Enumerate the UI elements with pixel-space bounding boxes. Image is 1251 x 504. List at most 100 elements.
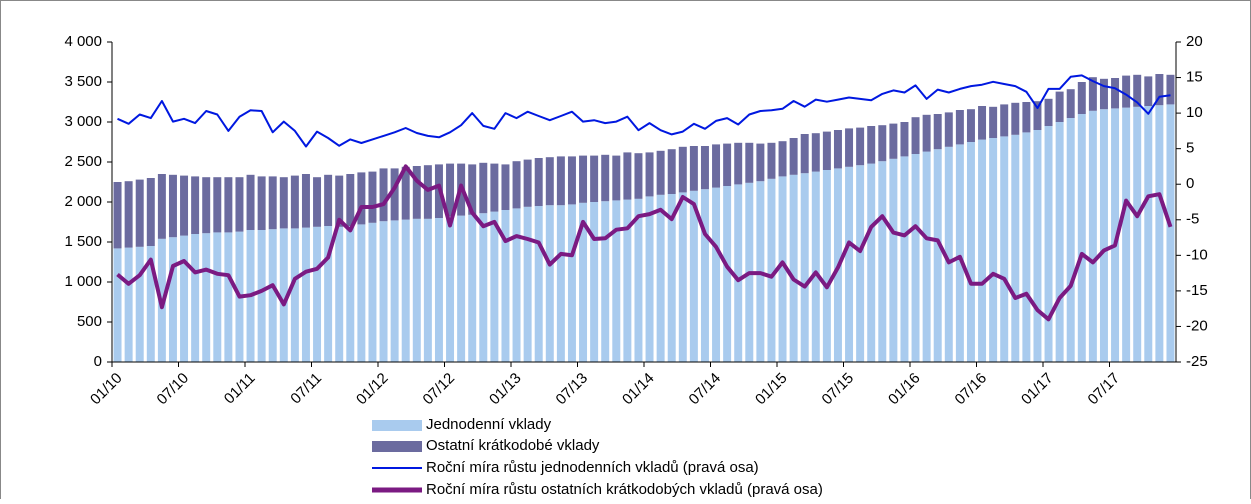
bar xyxy=(1066,89,1075,118)
y-tick-label: 2 500 xyxy=(64,153,102,170)
bar xyxy=(168,174,177,238)
bar xyxy=(856,165,865,362)
legend-swatch xyxy=(372,441,422,452)
bar xyxy=(379,168,388,222)
bar xyxy=(1077,114,1086,362)
bar xyxy=(745,142,754,183)
y2-tick-label: -5 xyxy=(1186,211,1199,228)
x-tick-label: 01/10 xyxy=(87,370,126,409)
bar xyxy=(146,246,155,362)
bar xyxy=(534,158,543,206)
bar xyxy=(689,190,698,362)
bar xyxy=(1166,74,1175,105)
bar xyxy=(501,210,510,362)
bar xyxy=(734,184,743,362)
bar xyxy=(856,127,865,166)
bar xyxy=(213,232,222,362)
bar xyxy=(1022,132,1031,362)
bar xyxy=(268,176,277,230)
y2-tick-label: -10 xyxy=(1186,246,1208,263)
bar xyxy=(1033,130,1042,362)
bar xyxy=(301,174,310,228)
bar xyxy=(656,150,665,195)
bar xyxy=(556,205,565,362)
bar xyxy=(257,230,266,362)
bar xyxy=(978,106,987,140)
bar xyxy=(1055,91,1064,122)
bar xyxy=(922,151,931,362)
bar xyxy=(224,177,233,233)
bar xyxy=(1044,98,1053,126)
x-tick-label: 01/14 xyxy=(619,370,658,409)
bar xyxy=(313,177,322,227)
bar xyxy=(845,166,854,362)
y-tick-label: 4 000 xyxy=(64,33,102,50)
bar xyxy=(113,248,122,362)
bar xyxy=(423,165,432,219)
bar xyxy=(401,166,410,220)
y2-tick-label: 15 xyxy=(1186,69,1203,86)
bar xyxy=(889,123,898,159)
bar xyxy=(423,218,432,362)
bar xyxy=(667,194,676,362)
bar xyxy=(390,220,399,362)
bar xyxy=(146,178,155,246)
x-tick-label: 07/10 xyxy=(154,370,193,409)
bar xyxy=(290,228,299,362)
x-tick-label: 07/13 xyxy=(553,370,592,409)
bar xyxy=(645,196,654,362)
bar xyxy=(202,177,211,234)
bar xyxy=(180,235,189,362)
bar xyxy=(523,206,532,362)
bar xyxy=(922,114,931,152)
bar xyxy=(1011,134,1020,362)
bar xyxy=(634,153,643,199)
bar xyxy=(900,156,909,362)
x-tick-label: 07/17 xyxy=(1085,370,1124,409)
bar xyxy=(1022,102,1031,133)
bar xyxy=(833,130,842,169)
bar xyxy=(1088,110,1097,362)
bar xyxy=(634,198,643,362)
bar xyxy=(1011,102,1020,135)
bar xyxy=(989,138,998,362)
bar xyxy=(878,125,887,162)
bar xyxy=(246,174,255,230)
bar xyxy=(412,218,421,362)
legend-label: Jednodenní vklady xyxy=(426,416,552,433)
bar xyxy=(989,106,998,138)
x-tick-label: 07/16 xyxy=(952,370,991,409)
bar xyxy=(479,213,488,362)
bar xyxy=(966,142,975,362)
bar xyxy=(1099,109,1108,362)
bar xyxy=(235,177,244,232)
bar xyxy=(279,177,288,229)
bar xyxy=(579,155,588,203)
y2-tick-label: -15 xyxy=(1186,282,1208,299)
bar xyxy=(124,247,133,362)
bar xyxy=(268,229,277,362)
bar xyxy=(180,175,189,236)
bar xyxy=(191,234,200,362)
bar xyxy=(789,174,798,362)
bar xyxy=(135,179,144,247)
bar xyxy=(678,192,687,362)
x-tick-label: 01/16 xyxy=(885,370,924,409)
bar xyxy=(944,146,953,362)
bar xyxy=(656,194,665,362)
bar xyxy=(168,237,177,362)
bar xyxy=(1133,74,1142,107)
bar xyxy=(224,232,233,362)
bar xyxy=(412,166,421,219)
bar xyxy=(1111,108,1120,363)
x-tick-label: 01/17 xyxy=(1018,370,1057,409)
bar xyxy=(567,156,576,205)
bar xyxy=(933,149,942,362)
bar xyxy=(590,155,599,202)
bar xyxy=(789,138,798,175)
bar xyxy=(401,219,410,362)
bar xyxy=(446,216,455,362)
line-series xyxy=(116,164,1173,322)
bar xyxy=(490,211,499,362)
bar xyxy=(689,146,698,191)
